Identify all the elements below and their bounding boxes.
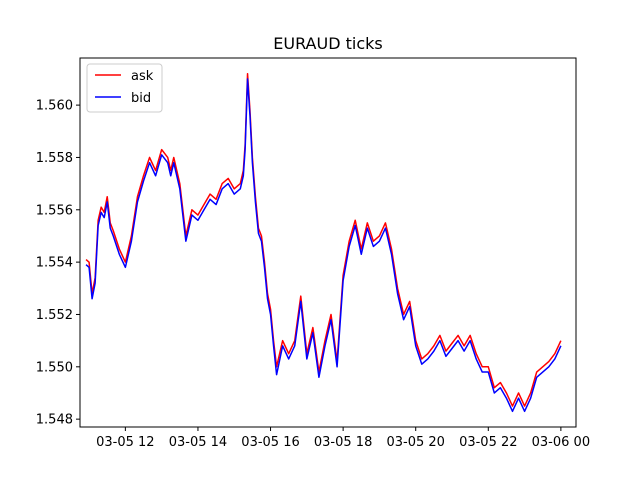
x-tick-label: 03-05 18 xyxy=(314,435,372,450)
series-layer xyxy=(85,72,562,413)
y-tick-label: 1.554 xyxy=(36,256,73,271)
series-line-ask xyxy=(85,72,562,407)
y-tick-label: 1.552 xyxy=(36,308,73,323)
legend-label-bid: bid xyxy=(131,91,151,106)
y-tick-label: 1.558 xyxy=(36,151,73,166)
y-tick-label: 1.550 xyxy=(36,360,73,375)
x-tick-label: 03-05 12 xyxy=(96,435,154,450)
legend: ask bid xyxy=(86,63,163,113)
x-tick-label: 03-05 14 xyxy=(169,435,227,450)
legend-box xyxy=(86,63,163,113)
plot-frame xyxy=(79,57,577,428)
x-tick-label: 03-06 00 xyxy=(532,435,590,450)
y-tick-label: 1.560 xyxy=(36,99,73,114)
chart-title: EURAUD ticks xyxy=(273,34,382,53)
x-tick-label: 03-05 22 xyxy=(459,435,517,450)
axis-layer: 03-05 12 03-05 14 03-05 16 03-05 18 03-05 20… xyxy=(36,99,590,450)
x-tick-label: 03-05 16 xyxy=(241,435,299,450)
legend-label-ask: ask xyxy=(131,69,154,84)
y-tick-label: 1.548 xyxy=(36,413,73,428)
y-tick-label: 1.556 xyxy=(36,203,73,218)
series-line-bid xyxy=(85,78,562,413)
x-tick-label: 03-05 20 xyxy=(386,435,444,450)
